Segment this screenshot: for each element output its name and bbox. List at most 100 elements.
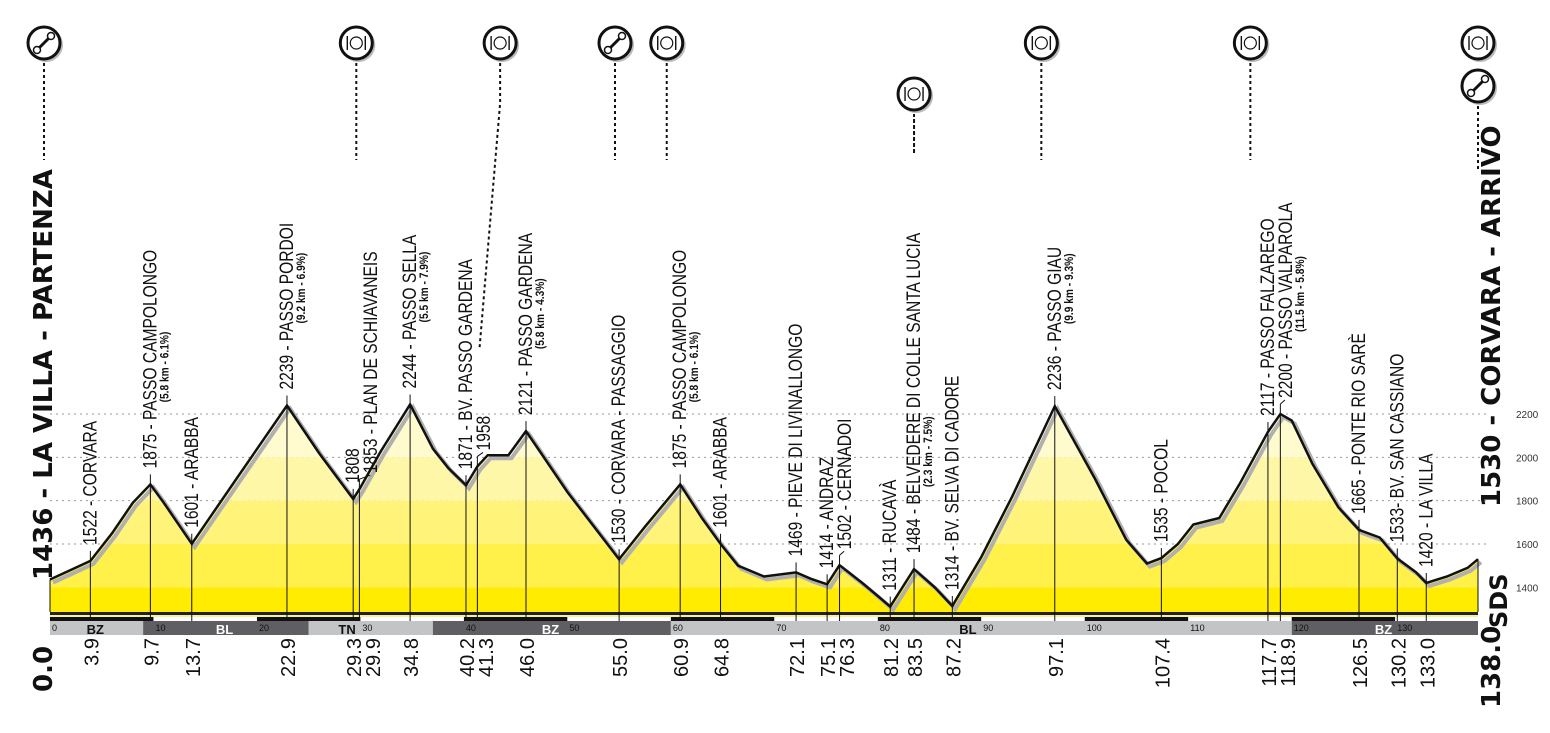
start-km-label: 0.0: [29, 646, 59, 692]
wrench-head: [32, 45, 42, 55]
province-label: BL: [959, 622, 976, 637]
waypoint-leader: [839, 550, 845, 556]
waypoint: 2244 - PASSO SELLA(5.5 km - 7.9%) 34.8: [399, 234, 432, 677]
base-line: [50, 612, 1478, 615]
waypoint-label: 1601 - ARABBA: [709, 417, 731, 528]
wrench-head: [603, 45, 613, 55]
waypoint-label: 2121 - PASSO GARDENA: [515, 232, 537, 415]
distance-bar-segment: [670, 617, 775, 621]
plate: [1243, 36, 1257, 50]
waypoint: 1522 - CORVARA 3.9: [79, 421, 103, 666]
distance-bar-segment: [153, 617, 257, 621]
waypoint-label: 2239 - PASSO PORDOI: [275, 223, 297, 390]
waypoint: 1414 - ANDRAZ 75.1: [816, 456, 840, 677]
wrench-icon: [26, 25, 63, 62]
distance-bar-segment: [360, 617, 464, 621]
wrench-head: [1466, 88, 1476, 98]
province-label: BL: [216, 622, 233, 637]
elevation-band: [50, 500, 1478, 544]
waypoint: 2239 - PASSO PORDOI(9.2 km - 6.9%) 22.9: [275, 223, 308, 677]
waypoint-grade: (9.9 km - 9.3%): [1063, 253, 1076, 324]
food-icon: [896, 76, 934, 113]
wrench-head: [1480, 74, 1490, 84]
x-tick-label: 60: [673, 623, 683, 633]
y-tick-label: 2000: [1516, 453, 1539, 464]
waypoint: 1314 - BV. SELVA DI CADORE 87.2: [941, 376, 965, 677]
food-icon: [1460, 25, 1497, 62]
x-tick-label: 120: [1294, 623, 1309, 633]
icon-ring: [338, 25, 374, 61]
x-tick-label: 90: [983, 623, 993, 633]
distance-bar-segment: [1291, 617, 1396, 621]
plate: [660, 36, 674, 50]
x-tick-label: 50: [569, 623, 579, 633]
distance-bar-segment: [50, 617, 154, 621]
distance-bar-segment: [463, 617, 568, 621]
wrench-head: [46, 31, 56, 41]
km-label: 81.2: [881, 638, 903, 677]
km-label: 41.3: [476, 638, 498, 677]
province-segment: [432, 621, 671, 635]
waypoint-label: 1875 - PASSO CAMPOLONGO: [669, 250, 691, 469]
waypoint-grade: (5.8 km - 6.1%): [688, 331, 701, 402]
food-icon: [649, 25, 686, 62]
km-label: 75.1: [818, 638, 840, 677]
waypoint: 1601 - ARABBA 13.7: [180, 417, 204, 677]
waypoint-label: 1502 - CERNADOI: [834, 419, 856, 550]
waypoint: 1808 29.3: [342, 448, 366, 677]
waypoint-leader: [359, 474, 371, 480]
waypoint-label: 1414 - ANDRAZ: [816, 456, 838, 568]
distance-bar-segment: [1084, 617, 1189, 621]
x-tick-label: 0: [52, 623, 57, 633]
waypoint: 1871 - BV. PASSO GARDENA 40.2: [454, 259, 478, 677]
waypoint-label: 2244 - PASSO SELLA: [399, 234, 421, 388]
icon-ring: [1023, 25, 1059, 61]
distance-bar-segment: [877, 617, 982, 621]
x-tick-label: 20: [259, 623, 269, 633]
y-tick-label: 1800: [1516, 497, 1539, 508]
x-tick-label: 10: [155, 623, 165, 633]
elevation-band: [50, 544, 1478, 588]
waypoint-label: 1311 - RUCAVÀ: [879, 479, 901, 590]
waypoint-label: 1314 - BV. SELVA DI CADORE: [941, 376, 963, 590]
plate: [1034, 36, 1048, 50]
waypoint-grade: (5.8 km - 4.3%): [534, 278, 547, 349]
profile-line: [49, 401, 1479, 609]
waypoint-label: 1522 - CORVARA: [79, 421, 101, 545]
waypoint: 1469 - PIEVE DI LIVINALLONGO 72.1: [785, 324, 809, 677]
x-tick-label: 80: [880, 623, 890, 633]
km-label: 40.2: [457, 638, 479, 677]
waypoint: 1853 - PLAN DE SCHIAVANEIS 29.9: [358, 251, 385, 677]
waypoint: 1535 - POCOL 107.4: [1150, 439, 1174, 688]
icon-ring: [1232, 25, 1268, 61]
elevation-band: [50, 587, 1478, 612]
waypoint: 2236 - PASSO GIAU(9.9 km - 9.3%) 97.1: [1043, 247, 1076, 677]
province-label: TN: [338, 622, 355, 637]
province-segment: [1291, 621, 1478, 635]
province-segment: [670, 621, 1292, 635]
km-label: 133.0: [1417, 638, 1439, 688]
food-icon: [1232, 25, 1270, 62]
waypoint: 2117 - PASSO FALZAREGO 117.7: [1256, 218, 1280, 686]
icon-ring: [649, 25, 685, 61]
waypoint-label: 1871 - BV. PASSO GARDENA: [454, 259, 476, 470]
km-label: 107.4: [1152, 638, 1174, 688]
x-tick-label: 40: [466, 623, 476, 633]
icon-ring: [482, 25, 518, 61]
x-tick-label: 70: [776, 623, 786, 633]
km-label: 34.8: [401, 638, 423, 677]
waypoint: 2200 - PASSO VALPAROLA(11.5 km - 5.8%) 11…: [1274, 202, 1307, 687]
distance-bar-segment: [774, 617, 878, 621]
waypoint-label: 1533- BV. SAN CASSIANO: [1386, 354, 1408, 543]
km-label: 29.3: [344, 638, 366, 677]
y-tick-label: 1400: [1516, 583, 1539, 594]
waypoint-grade: (2.3 km - 7.5%): [922, 416, 935, 487]
waypoint-label: 1958: [472, 416, 494, 451]
plate: [907, 87, 921, 101]
x-tick-label: 130: [1397, 623, 1412, 633]
waypoint-label: 1530 - CORVARA - PASSAGGIO: [608, 315, 630, 543]
km-label: 126.5: [1350, 638, 1372, 688]
waypoint-grade: (5.8 km - 6.1%): [159, 331, 172, 402]
waypoint: 1958 41.3: [472, 416, 497, 677]
